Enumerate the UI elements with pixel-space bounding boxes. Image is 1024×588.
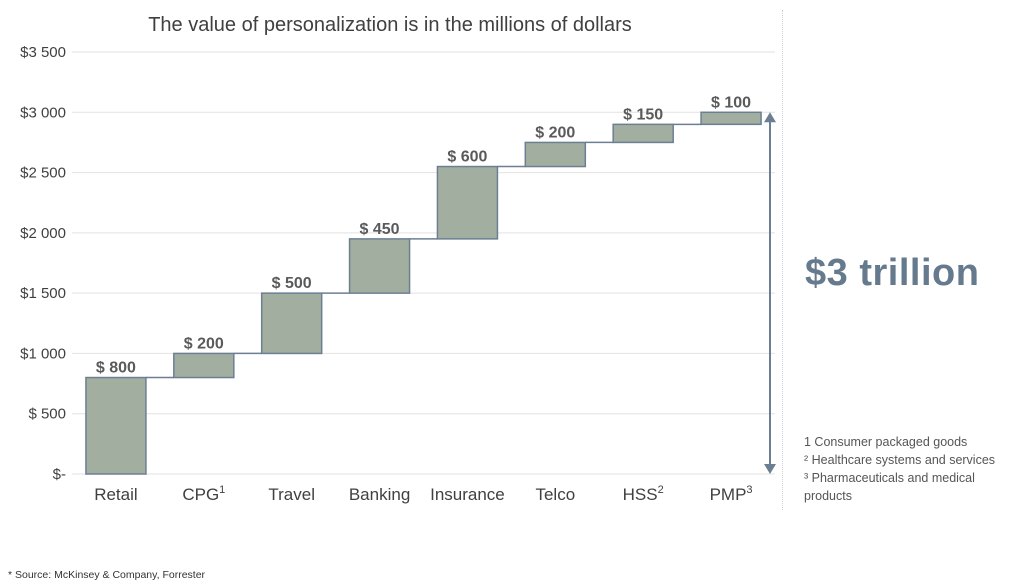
x-tick-label: PMP3: [710, 484, 753, 504]
x-tick-label: CPG1: [182, 484, 225, 504]
footnote-2: ² Healthcare systems and services: [804, 453, 996, 467]
waterfall-bar: [700, 111, 762, 126]
data-label: $ 600: [447, 149, 487, 166]
waterfall-bar: [348, 238, 411, 294]
footnote-3: ³ Pharmaceuticals and medical products: [804, 471, 975, 503]
waterfall-bar: [612, 123, 674, 144]
data-label: $ 200: [535, 124, 575, 141]
waterfall-bar: [85, 376, 147, 475]
data-label: $ 200: [184, 335, 224, 352]
arrow-head-up-icon: [764, 112, 776, 123]
data-label: $ 150: [623, 106, 663, 123]
x-tick-label: Insurance: [430, 485, 505, 504]
x-tick-label: Travel: [268, 485, 315, 504]
y-tick-label: $-: [53, 466, 66, 483]
data-label: $ 500: [272, 275, 312, 292]
arrow-head-down-icon: [764, 464, 776, 474]
y-tick-label: $3 000: [20, 104, 66, 121]
y-tick-label: $1 500: [20, 285, 66, 302]
data-label: $ 100: [711, 94, 751, 111]
x-tick-label: HSS2: [623, 484, 664, 504]
waterfall-bar: [173, 352, 235, 379]
y-tick-label: $2 500: [20, 165, 66, 182]
data-label: $ 800: [96, 360, 136, 377]
y-tick-label: $3 500: [20, 44, 66, 61]
y-tick-label: $ 500: [28, 406, 66, 423]
x-tick-label: Retail: [94, 485, 137, 504]
divider-line: [782, 10, 783, 510]
chart-title: The value of personalization is in the m…: [148, 14, 632, 36]
y-tick-label: $2 000: [20, 225, 66, 242]
source-note: * Source: McKinsey & Company, Forrester: [8, 569, 206, 581]
data-label: $ 450: [360, 221, 400, 238]
x-tick-label: Banking: [349, 485, 410, 504]
waterfall-bar: [260, 292, 323, 355]
total-label: $3 trillion: [805, 252, 980, 294]
waterfall-bar: [524, 141, 587, 168]
y-tick-label: $1 000: [20, 345, 66, 362]
footnotes: 1 Consumer packaged goods ² Healthcare s…: [804, 433, 1014, 505]
x-tick-label: Telco: [535, 485, 575, 504]
waterfall-bar: [436, 165, 499, 240]
footnote-1: 1 Consumer packaged goods: [804, 435, 968, 449]
